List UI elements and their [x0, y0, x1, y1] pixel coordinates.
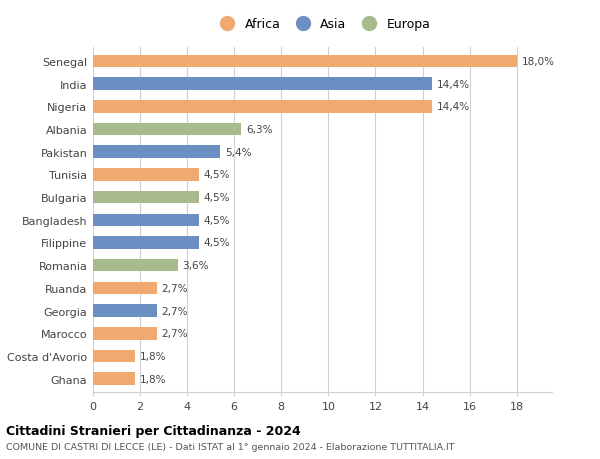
Bar [93, 259, 178, 272]
Bar [93, 56, 517, 68]
Bar [93, 78, 432, 91]
Bar [93, 327, 157, 340]
Text: Cittadini Stranieri per Cittadinanza - 2024: Cittadini Stranieri per Cittadinanza - 2… [6, 425, 301, 437]
Text: 4,5%: 4,5% [203, 215, 230, 225]
Text: 2,7%: 2,7% [161, 306, 188, 316]
Text: 1,8%: 1,8% [140, 351, 167, 361]
Bar [93, 146, 220, 159]
Text: 5,4%: 5,4% [225, 147, 251, 157]
Text: 14,4%: 14,4% [437, 79, 470, 90]
Text: 1,8%: 1,8% [140, 374, 167, 384]
Text: 4,5%: 4,5% [203, 238, 230, 248]
Legend: Africa, Asia, Europa: Africa, Asia, Europa [209, 13, 436, 36]
Text: 4,5%: 4,5% [203, 193, 230, 203]
Text: 18,0%: 18,0% [521, 57, 554, 67]
Bar [93, 373, 136, 385]
Bar [93, 350, 136, 363]
Text: 2,7%: 2,7% [161, 329, 188, 339]
Bar [93, 305, 157, 317]
Bar [93, 237, 199, 249]
Text: 14,4%: 14,4% [437, 102, 470, 112]
Bar [93, 282, 157, 295]
Bar [93, 214, 199, 227]
Text: 2,7%: 2,7% [161, 283, 188, 293]
Text: 6,3%: 6,3% [246, 125, 272, 135]
Bar [93, 169, 199, 181]
Bar [93, 123, 241, 136]
Text: COMUNE DI CASTRI DI LECCE (LE) - Dati ISTAT al 1° gennaio 2024 - Elaborazione TU: COMUNE DI CASTRI DI LECCE (LE) - Dati IS… [6, 442, 455, 451]
Text: 4,5%: 4,5% [203, 170, 230, 180]
Bar [93, 101, 432, 113]
Text: 3,6%: 3,6% [182, 261, 209, 271]
Bar [93, 191, 199, 204]
